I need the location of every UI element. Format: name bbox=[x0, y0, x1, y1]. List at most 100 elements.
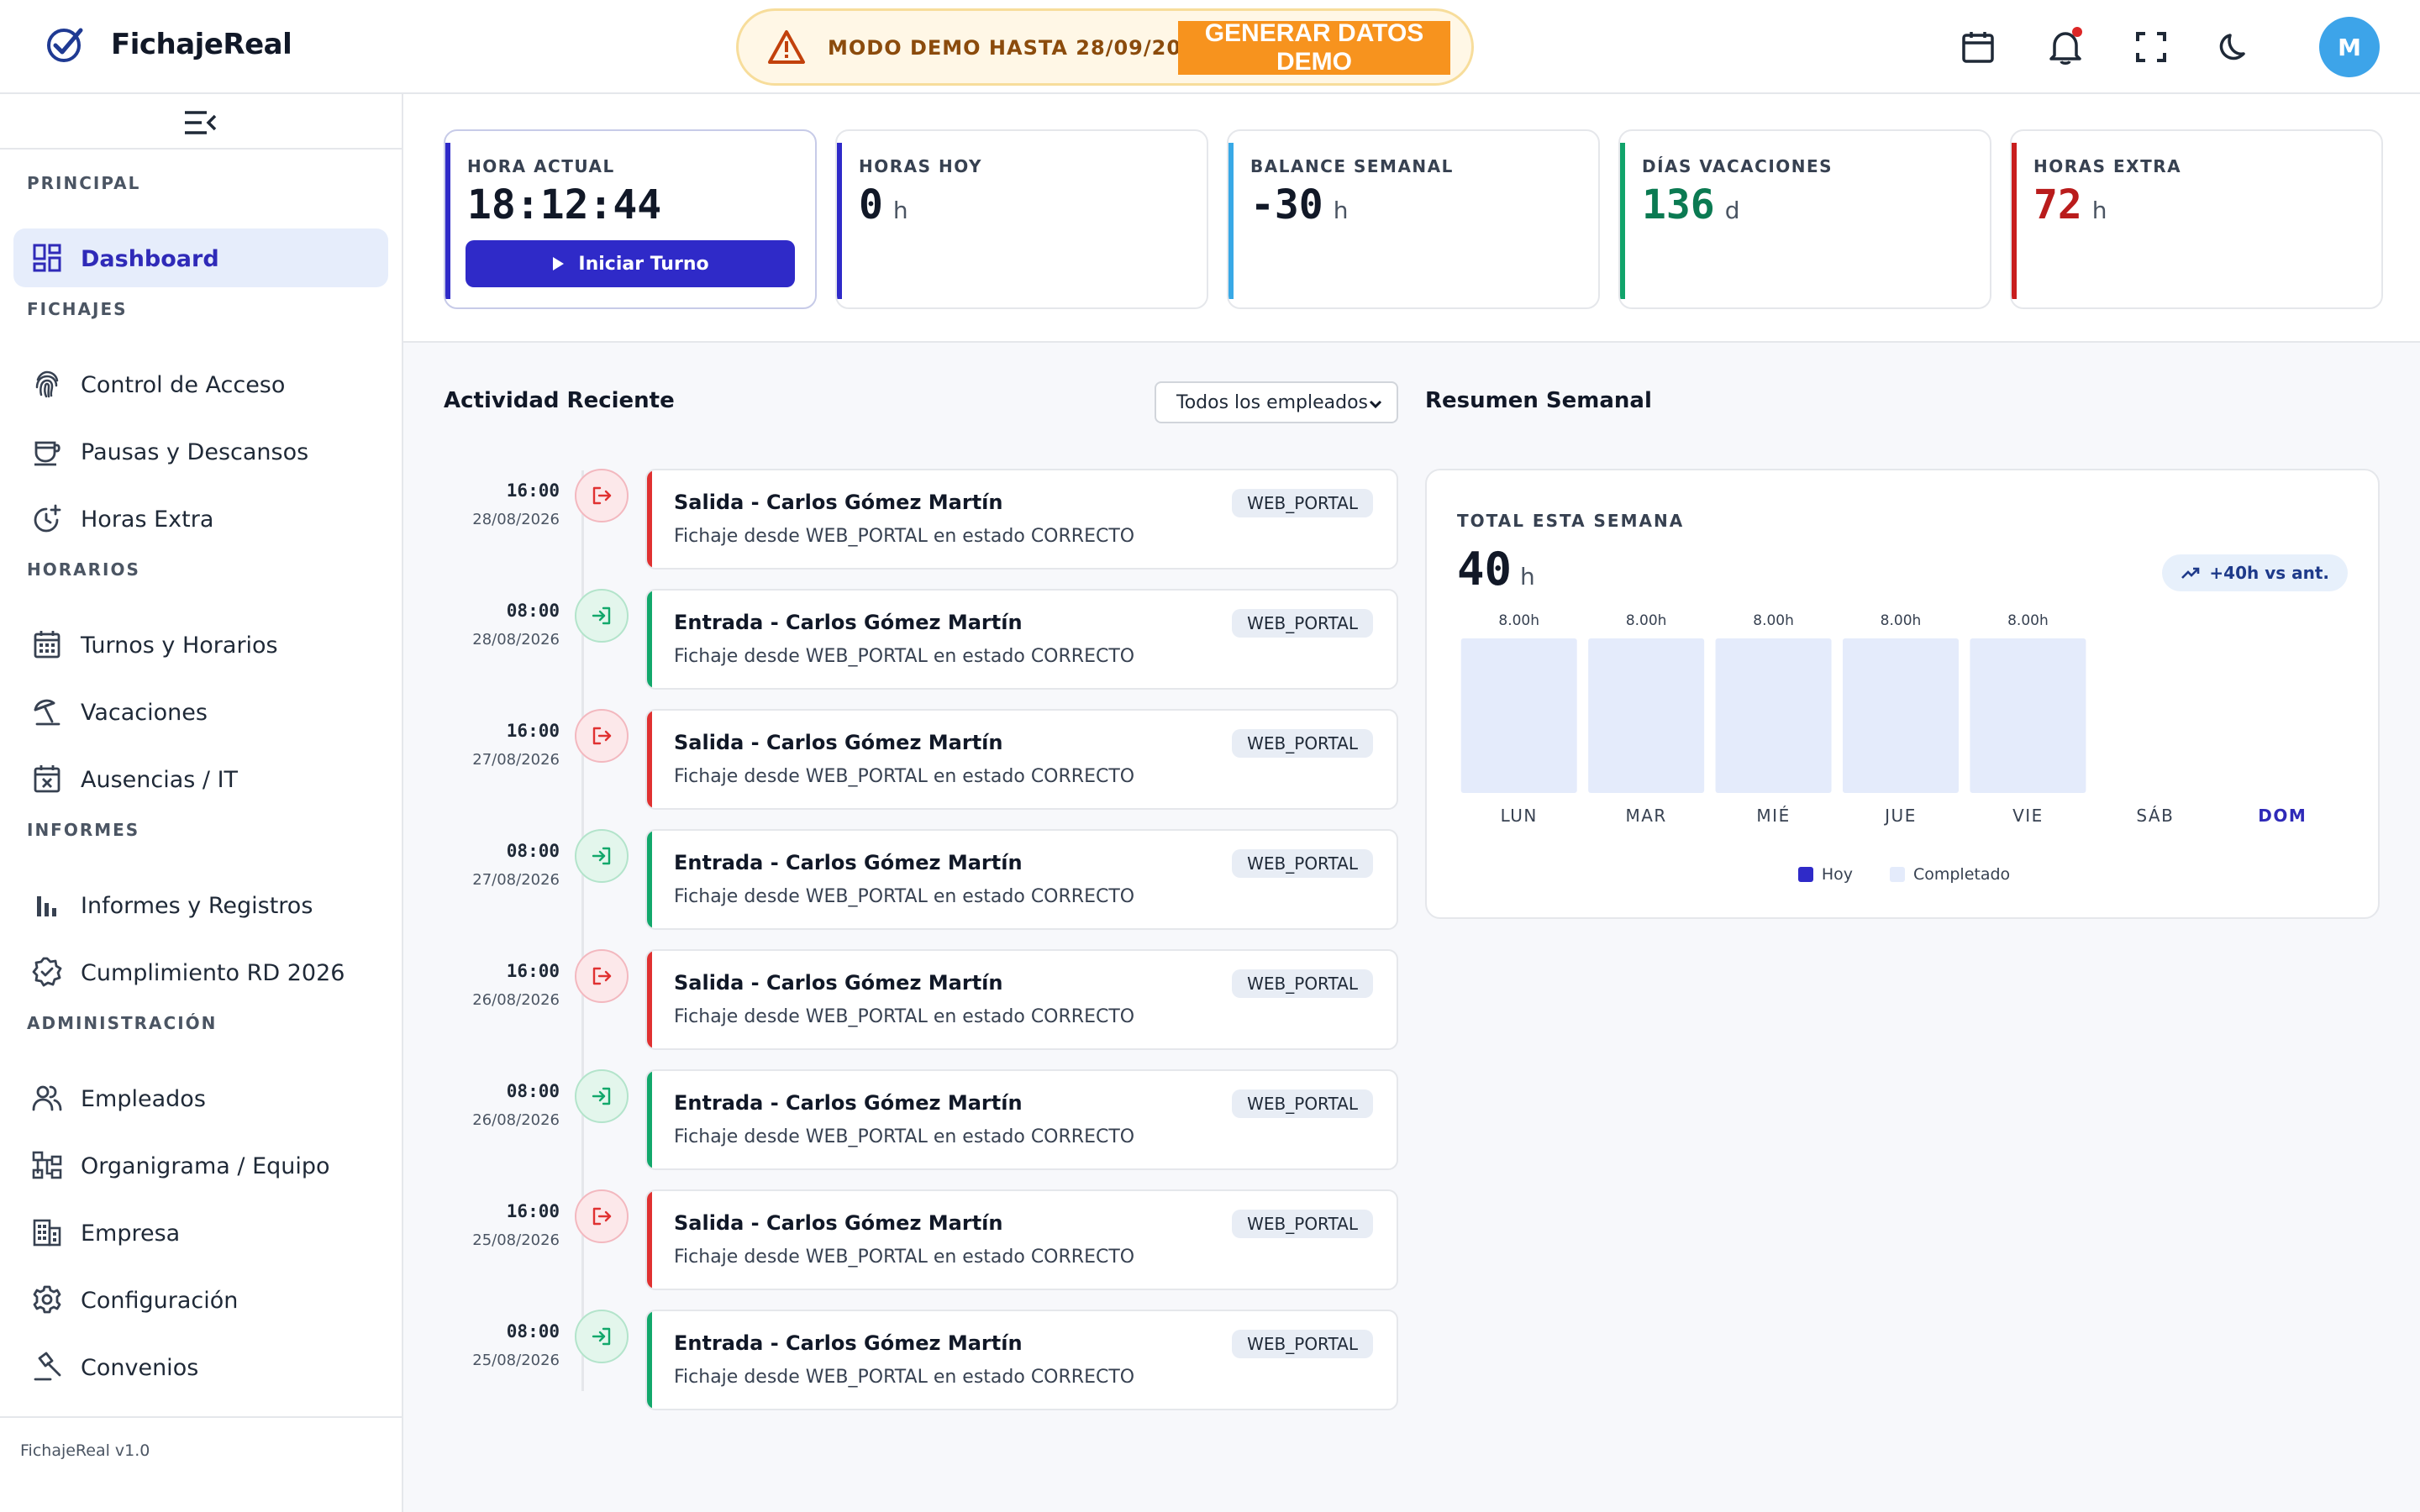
sidebar-item-turnos[interactable]: Turnos y Horarios bbox=[13, 615, 388, 674]
building-icon bbox=[32, 1217, 62, 1247]
user-avatar[interactable]: M bbox=[2319, 17, 2380, 77]
logout-icon bbox=[575, 469, 629, 522]
activity-date: 25/08/2026 bbox=[472, 1352, 560, 1369]
stat-card-dias-vacaciones: DÍAS VACACIONES 136 d bbox=[1618, 129, 1991, 309]
dark-mode-moon-icon[interactable] bbox=[2213, 25, 2257, 69]
activity-card[interactable]: Entrada - Carlos Gómez Martín Fichaje des… bbox=[645, 829, 1398, 930]
weekly-summary-card: TOTAL ESTA SEMANA 40 h +40h vs ant. 8.00h… bbox=[1425, 469, 2380, 919]
verified-badge-icon bbox=[32, 957, 62, 987]
activity-card[interactable]: Salida - Carlos Gómez Martín Fichaje desd… bbox=[645, 949, 1398, 1050]
sidebar-item-ausencias[interactable]: Ausencias / IT bbox=[13, 749, 388, 808]
sidebar-divider bbox=[0, 148, 402, 150]
chart-data-label: 8.00h bbox=[1626, 613, 1667, 629]
generate-demo-data-button[interactable]: GENERAR DATOS DEMO bbox=[1178, 19, 1450, 76]
activity-title-text: Entrada - Carlos Gómez Martín bbox=[674, 1331, 1023, 1355]
chart-data-label: 8.00h bbox=[1881, 613, 1922, 629]
stat-title: BALANCE SEMANAL bbox=[1250, 156, 1454, 176]
beach-umbrella-icon bbox=[32, 696, 62, 727]
collapse-menu-icon[interactable] bbox=[182, 108, 218, 138]
sidebar: PRINCIPAL Dashboard FICHAJES Control de … bbox=[0, 94, 403, 1512]
weekly-summary-title: Resumen Semanal bbox=[1425, 388, 1652, 413]
legend-label: Completado bbox=[1912, 865, 2011, 884]
source-chip: WEB_PORTAL bbox=[1232, 489, 1373, 517]
warning-icon bbox=[767, 29, 806, 65]
start-shift-button[interactable]: Iniciar Turno bbox=[466, 240, 795, 287]
activity-time: 08:00 bbox=[506, 841, 560, 861]
activity-description: Fichaje desde WEB_PORTAL en estado CORRE… bbox=[674, 1247, 1135, 1268]
sidebar-item-cumplimiento[interactable]: Cumplimiento RD 2026 bbox=[13, 942, 388, 1001]
sidebar-item-label: Turnos y Horarios bbox=[81, 633, 278, 659]
sidebar-item-label: Empresa bbox=[81, 1221, 181, 1247]
stat-accent-bar bbox=[445, 143, 450, 299]
sidebar-item-label: Horas Extra bbox=[81, 507, 214, 533]
activity-description: Fichaje desde WEB_PORTAL en estado CORRE… bbox=[674, 1367, 1135, 1388]
sidebar-item-dashboard[interactable]: Dashboard bbox=[13, 228, 388, 287]
brand[interactable]: FichajeReal bbox=[44, 24, 292, 66]
section-label-informes: INFORMES bbox=[27, 820, 140, 840]
calendar-grid-icon bbox=[32, 629, 62, 659]
activity-card[interactable]: Salida - Carlos Gómez Martín Fichaje desd… bbox=[645, 469, 1398, 570]
demo-banner: MODO DEMO HASTA 28/09/2026 GENERAR DATOS… bbox=[736, 8, 1474, 86]
source-chip: WEB_PORTAL bbox=[1232, 849, 1373, 878]
chart-bar bbox=[1843, 638, 1959, 793]
activity-card[interactable]: Salida - Carlos Gómez Martín Fichaje desd… bbox=[645, 1189, 1398, 1290]
weekly-trend-badge: +40h vs ant. bbox=[2162, 554, 2348, 591]
activity-accent-bar bbox=[647, 1191, 652, 1289]
sidebar-item-empresa[interactable]: Empresa bbox=[13, 1203, 388, 1262]
chart-bar bbox=[1460, 638, 1577, 793]
sidebar-item-informes[interactable]: Informes y Registros bbox=[13, 875, 388, 934]
activity-card[interactable]: Entrada - Carlos Gómez Martín Fichaje des… bbox=[645, 1310, 1398, 1410]
chart-bar bbox=[1970, 638, 2086, 793]
sidebar-item-vacaciones[interactable]: Vacaciones bbox=[13, 682, 388, 741]
activity-time: 08:00 bbox=[506, 601, 560, 621]
activity-description: Fichaje desde WEB_PORTAL en estado CORRE… bbox=[674, 1006, 1135, 1027]
logout-icon bbox=[575, 709, 629, 763]
stat-card-hora-actual: HORA ACTUAL 18:12:44 Iniciar Turno bbox=[444, 129, 817, 309]
sidebar-item-control-acceso[interactable]: Control de Acceso bbox=[13, 354, 388, 413]
calendar-x-icon bbox=[32, 764, 62, 794]
activity-card[interactable]: Entrada - Carlos Gómez Martín Fichaje des… bbox=[645, 1069, 1398, 1170]
sidebar-item-organigrama[interactable]: Organigrama / Equipo bbox=[13, 1136, 388, 1194]
stat-title: HORA ACTUAL bbox=[467, 156, 615, 176]
activity-time: 16:00 bbox=[506, 721, 560, 741]
chart-data-label: 8.00h bbox=[1753, 613, 1794, 629]
stats-band: HORA ACTUAL 18:12:44 Iniciar Turno HORAS… bbox=[403, 94, 2420, 343]
sidebar-item-label: Ausencias / IT bbox=[81, 767, 239, 793]
sidebar-item-pausas[interactable]: Pausas y Descansos bbox=[13, 422, 388, 480]
sidebar-item-empleados[interactable]: Empleados bbox=[13, 1068, 388, 1127]
weekly-total-value: 40 h bbox=[1457, 543, 1535, 596]
sidebar-item-horas-extra[interactable]: Horas Extra bbox=[13, 489, 388, 548]
app-version: FichajeReal v1.0 bbox=[20, 1441, 150, 1460]
login-icon bbox=[575, 1069, 629, 1123]
section-label-administracion: ADMINISTRACIÓN bbox=[27, 1013, 218, 1033]
dashboard-icon bbox=[32, 243, 62, 273]
chart-tick-label: MAR bbox=[1625, 806, 1666, 826]
activity-date: 26/08/2026 bbox=[472, 991, 560, 1009]
activity-date: 27/08/2026 bbox=[472, 871, 560, 889]
sidebar-item-convenios[interactable]: Convenios bbox=[13, 1337, 388, 1396]
sidebar-item-label: Organigrama / Equipo bbox=[81, 1153, 330, 1179]
login-icon bbox=[575, 589, 629, 643]
stat-card-balance-semanal: BALANCE SEMANAL -30 h bbox=[1227, 129, 1600, 309]
bell-icon[interactable] bbox=[2044, 25, 2087, 69]
play-icon bbox=[551, 256, 565, 271]
legend-item-completado: Completado bbox=[1889, 865, 2011, 884]
activity-accent-bar bbox=[647, 591, 652, 688]
fullscreen-icon[interactable] bbox=[2129, 25, 2173, 69]
activity-card[interactable]: Salida - Carlos Gómez Martín Fichaje desd… bbox=[645, 709, 1398, 810]
activity-accent-bar bbox=[647, 711, 652, 808]
source-chip: WEB_PORTAL bbox=[1232, 1210, 1373, 1238]
legend-label: Hoy bbox=[1821, 865, 1853, 884]
calendar-icon[interactable] bbox=[1956, 25, 2000, 69]
sidebar-item-label: Cumplimiento RD 2026 bbox=[81, 960, 345, 986]
weekly-total-label: TOTAL ESTA SEMANA bbox=[1457, 511, 1685, 531]
stat-value: -30 h bbox=[1250, 181, 1349, 228]
gavel-icon bbox=[32, 1352, 62, 1382]
activity-description: Fichaje desde WEB_PORTAL en estado CORRE… bbox=[674, 646, 1135, 667]
activity-time: 16:00 bbox=[506, 480, 560, 501]
employee-filter-select[interactable]: Todos los empleados bbox=[1155, 381, 1398, 423]
sidebar-item-configuracion[interactable]: Configuración bbox=[13, 1270, 388, 1329]
activity-card[interactable]: Entrada - Carlos Gómez Martín Fichaje des… bbox=[645, 589, 1398, 690]
activity-time: 16:00 bbox=[506, 961, 560, 981]
